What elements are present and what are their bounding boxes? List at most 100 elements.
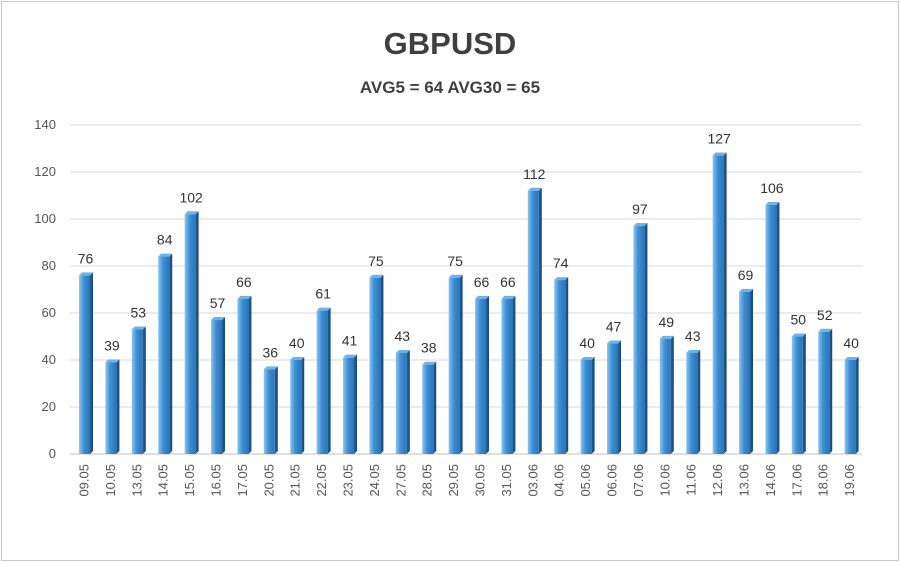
data-label: 66 [500, 274, 516, 290]
x-tick-label: 23.05 [341, 464, 356, 497]
bar-side [723, 152, 727, 455]
bar-front [607, 343, 619, 454]
bar-front [395, 352, 407, 454]
bar [765, 201, 780, 454]
chart-subtitle: AVG5 = 64 AVG30 = 65 [359, 78, 541, 97]
bar [316, 307, 331, 454]
bar-top [290, 357, 305, 360]
bar-front [791, 336, 803, 454]
bar-top [712, 152, 727, 156]
bar-front [343, 357, 355, 454]
bar-side [776, 201, 780, 454]
bar-side [222, 317, 226, 454]
bar-top [184, 211, 199, 215]
data-label: 40 [843, 335, 859, 351]
bar [211, 317, 226, 454]
y-tick-label: 140 [34, 117, 56, 132]
bar-top [131, 326, 146, 330]
bar-side [670, 335, 674, 454]
bar-top [686, 349, 701, 353]
bar-front [659, 338, 671, 454]
x-tick-label: 07.06 [631, 464, 646, 497]
data-label: 127 [707, 131, 731, 147]
bar [369, 274, 384, 454]
data-label: 40 [289, 335, 305, 351]
bar [263, 366, 278, 454]
data-label: 41 [342, 333, 358, 349]
bar-front [712, 155, 724, 455]
bar-side [644, 223, 648, 454]
x-tick-label: 17.05 [235, 464, 250, 497]
bar-top [580, 357, 595, 360]
x-axis: 09.05 10.05 13.05 14.05 15.05 16.05 17.05 20.05… [77, 464, 858, 497]
y-tick-label: 100 [34, 211, 56, 226]
bar [448, 274, 463, 454]
bar-front [79, 275, 91, 454]
data-label: 38 [421, 340, 437, 356]
bar-side [327, 307, 331, 454]
data-label: 66 [236, 274, 252, 290]
bar-side [512, 295, 516, 454]
bar [791, 333, 806, 454]
bar-front [316, 310, 328, 454]
x-tick-label: 13.06 [737, 464, 752, 497]
bar-side [116, 359, 120, 454]
bar-front [765, 204, 777, 454]
bar-front [448, 277, 460, 454]
bar-side [433, 361, 437, 454]
bar-front [290, 360, 302, 454]
bar-top [79, 272, 94, 276]
data-label: 50 [791, 312, 807, 328]
x-tick-label: 05.06 [578, 464, 593, 497]
data-label: 102 [179, 189, 203, 205]
data-label: 49 [659, 314, 675, 330]
bar-side [406, 349, 410, 454]
bar [686, 349, 701, 454]
bar-side [802, 333, 806, 454]
bar-front [527, 190, 539, 455]
x-tick-label: 09.05 [77, 464, 92, 497]
bars [79, 152, 859, 455]
bar-front [105, 362, 117, 454]
bar-front [739, 291, 751, 454]
bar-top [211, 317, 226, 321]
bar-top [105, 359, 120, 363]
x-tick-label: 14.06 [763, 464, 778, 497]
bar-top [844, 357, 859, 360]
bar-top [422, 361, 437, 365]
bar-side [301, 357, 305, 454]
bar-front [131, 329, 143, 454]
bar [184, 211, 199, 454]
bar-side [90, 272, 94, 454]
bar-side [354, 354, 358, 454]
bar [79, 272, 94, 454]
bar-front [844, 360, 856, 454]
data-label: 61 [315, 286, 331, 302]
bar-side [195, 211, 199, 454]
data-label: 53 [131, 304, 147, 320]
bar [237, 295, 252, 454]
bar-front [501, 298, 513, 454]
x-tick-label: 30.05 [473, 464, 488, 497]
bar-side [380, 274, 384, 454]
x-tick-label: 22.05 [314, 464, 329, 497]
bar-front [422, 364, 434, 454]
bar-side [829, 328, 833, 454]
data-label: 97 [632, 201, 648, 217]
y-tick-label: 40 [42, 352, 56, 367]
data-label: 84 [157, 232, 173, 248]
x-tick-label: 20.05 [261, 464, 276, 497]
bar [659, 335, 674, 454]
bar [475, 295, 490, 454]
bar-top [448, 274, 463, 278]
bar [105, 359, 120, 454]
data-label: 36 [263, 344, 279, 360]
bar-top [818, 328, 833, 332]
bar-front [475, 298, 487, 454]
x-tick-label: 12.06 [710, 464, 725, 497]
bar-side [750, 288, 754, 454]
data-label: 69 [738, 267, 754, 283]
bar [844, 357, 859, 454]
bar-top [659, 335, 674, 339]
data-label: 106 [760, 180, 784, 196]
